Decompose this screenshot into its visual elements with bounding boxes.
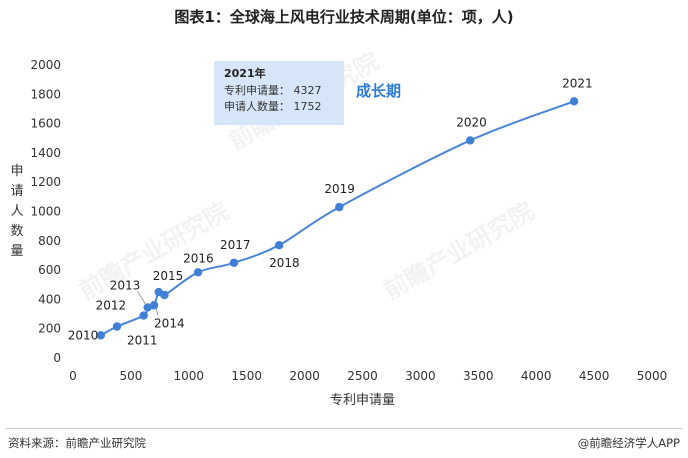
phase-label: 成长期 — [356, 82, 401, 100]
year-label-2020: 2020 — [456, 115, 487, 129]
y-tick-label: 1000 — [30, 205, 61, 219]
data-point — [229, 258, 239, 267]
year-label-2021: 2021 — [562, 76, 593, 90]
year-label-2018: 2018 — [269, 256, 300, 270]
axes: 0 500 1000 1500 2000 2500 3000 3500 4000 4500 5000… — [10, 58, 667, 408]
y-axis-title-char: 申 — [10, 164, 23, 179]
year-label-2016: 2016 — [183, 251, 214, 265]
year-label-2014: 2014 — [154, 316, 185, 330]
y-tick-label: 1200 — [30, 175, 61, 189]
leader-line-2014 — [155, 308, 159, 316]
source-text: 资料来源：前瞻产业研究院 — [8, 436, 146, 450]
y-axis-title-char: 数 — [10, 224, 23, 239]
year-label-2013: 2013 — [110, 278, 141, 292]
callout-patent-line: 专利申请量： 4327 — [224, 83, 322, 97]
x-axis-title: 专利申请量 — [330, 393, 395, 408]
leader-line-2013 — [137, 291, 147, 305]
y-tick-label: 600 — [38, 263, 61, 277]
y-tick-label: 800 — [38, 234, 61, 248]
data-point — [274, 240, 284, 250]
x-tick-label: 4000 — [521, 369, 552, 383]
data-point — [335, 202, 344, 212]
data-point — [112, 322, 122, 331]
line-chart: 前瞻产业研究院前瞻产业研究院前瞻产业研究院 2021年 专利申请量： 4327 … — [10, 47, 667, 408]
data-point — [139, 311, 148, 320]
x-tick-label: 5000 — [637, 369, 668, 383]
year-label-2011: 2011 — [127, 334, 158, 348]
year-label-2017: 2017 — [220, 238, 251, 252]
chart-title: 图表1：全球海上风电行业技术周期(单位：项，人) — [174, 8, 514, 26]
y-tick-label: 1400 — [30, 146, 61, 160]
y-tick-label: 1600 — [30, 117, 61, 131]
data-point — [465, 136, 475, 145]
footer-divider — [6, 428, 682, 429]
x-tick-label: 2000 — [289, 369, 320, 383]
series-line — [96, 97, 579, 340]
x-tick-label: 0 — [69, 369, 77, 383]
watermark-text: 前瞻产业研究院 — [379, 197, 538, 305]
callout-background — [214, 61, 344, 125]
year-label-2012: 2012 — [96, 299, 127, 313]
footer: 资料来源：前瞻产业研究院 @前瞻经济学人APP — [0, 428, 688, 458]
callout-applicant-line: 申请人数量： 1752 — [224, 100, 322, 113]
year-labels: 2010 2011 2012 2013 2014 2015 2016 2017 2018 2019… — [68, 76, 593, 347]
y-axis-title-char: 请 — [10, 184, 23, 199]
callout-year: 2021年 — [224, 66, 266, 80]
data-point — [96, 331, 105, 340]
x-tick-label: 500 — [119, 369, 142, 383]
y-axis-title-char: 人 — [10, 204, 23, 219]
y-axis-title-char: 量 — [10, 244, 23, 259]
data-point — [149, 301, 159, 310]
data-point — [569, 97, 579, 106]
year-label-2019: 2019 — [324, 182, 355, 196]
year-label-2015: 2015 — [153, 269, 184, 283]
x-tick-label: 3000 — [405, 369, 436, 383]
data-point — [143, 303, 152, 312]
brand-text: @前瞻经济学人APP — [577, 436, 680, 450]
x-tick-label: 2500 — [347, 369, 378, 383]
data-point — [193, 268, 203, 277]
y-tick-label: 200 — [38, 322, 61, 336]
year-label-2010: 2010 — [68, 328, 99, 342]
y-axis-title: 申请人数量 — [10, 164, 23, 259]
y-tick-label: 2000 — [30, 58, 61, 72]
y-tick-label: 400 — [38, 292, 61, 306]
x-tick-label: 1500 — [231, 369, 262, 383]
x-tick-label: 1000 — [174, 369, 205, 383]
x-tick-label: 4500 — [579, 369, 610, 383]
x-tick-label: 3500 — [463, 369, 494, 383]
y-tick-label: 0 — [53, 351, 61, 365]
y-tick-label: 1800 — [30, 87, 61, 101]
data-point — [160, 290, 169, 300]
callout-box: 2021年 专利申请量： 4327 申请人数量： 1752 — [214, 61, 344, 125]
